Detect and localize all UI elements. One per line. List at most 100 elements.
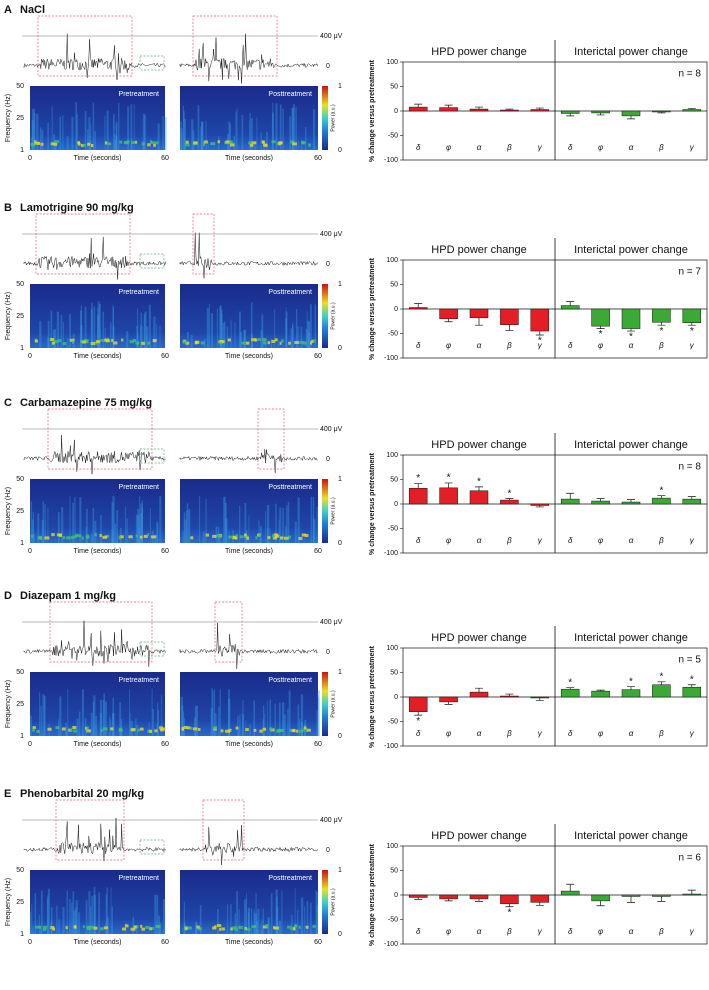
spectrogram-streak [157, 709, 160, 736]
spectrogram-streak [99, 713, 102, 736]
spectrogram-hot [34, 140, 37, 144]
spectrogram-streak [213, 689, 216, 736]
spectrogram-hot [276, 142, 279, 146]
spectrogram-hot [35, 925, 40, 929]
colorbar [322, 672, 328, 736]
colorbar-title: Power (a.u.) [330, 690, 336, 718]
spectrogram-hot [271, 339, 276, 343]
spectrogram-streak [316, 892, 318, 934]
spectrogram-streak [230, 319, 232, 348]
spectrogram-hot [262, 338, 267, 342]
eeg-trace [179, 33, 318, 84]
spectrogram-hot [90, 925, 95, 929]
spectrogram-hot [261, 140, 265, 144]
spectrogram-streak [185, 510, 188, 543]
y-axis-title: % change versus pretreatment [369, 843, 376, 946]
error-bar [444, 701, 453, 705]
spectrogram-streak [308, 321, 311, 348]
y-tick-label: -100 [384, 157, 398, 164]
x-tick-label: 60 [314, 155, 322, 162]
spectrogram-hot [140, 924, 143, 928]
annotation: n = 5 [678, 655, 701, 666]
spectrogram-streak [188, 508, 191, 543]
category-label: α [477, 729, 482, 738]
spectrogram-streak [137, 515, 140, 543]
spectrogram-hot [298, 536, 303, 540]
category-label: φ [446, 536, 451, 545]
category-label: α [477, 143, 482, 152]
y-tick-label: -50 [388, 132, 398, 139]
spectrogram-hot [118, 536, 122, 540]
spectrogram-streak [126, 518, 128, 543]
spectrogram-hot [220, 729, 224, 733]
spectrogram-hot [95, 340, 101, 344]
y-tick-label: -50 [388, 718, 398, 725]
spectrogram-streak [144, 114, 146, 150]
spectrogram-streak [139, 513, 142, 543]
spectrogram [30, 479, 165, 543]
spectrogram-streak [131, 138, 133, 150]
error-bar [627, 328, 635, 332]
eeg-trace [23, 236, 166, 280]
bar [560, 498, 580, 505]
spectrogram-streak [116, 510, 118, 543]
spectrogram [30, 870, 165, 934]
spectrogram-streak [183, 901, 185, 934]
spectrogram-streak [306, 901, 309, 934]
colorbar-tick: 1 [338, 867, 342, 874]
spectrogram-hot [50, 338, 55, 342]
spectrogram-streak [233, 135, 235, 150]
spectrogram-hot [195, 341, 199, 345]
spectrogram-streak [266, 700, 268, 736]
spectrogram-streak [205, 499, 207, 543]
error-bar [535, 505, 544, 508]
error-bar [566, 687, 575, 690]
spectrogram [30, 86, 165, 150]
spectrogram-streak [188, 510, 190, 543]
significance: * [659, 671, 663, 682]
spectrogram-streak [220, 309, 223, 348]
spectrogram-streak [255, 893, 257, 934]
spectrogram-streak [152, 709, 154, 736]
spectrogram-hot [78, 142, 81, 146]
spectrogram-streak [192, 130, 195, 150]
series-name: HPD power change [431, 830, 526, 842]
spectrogram-streak [65, 722, 67, 736]
spectrogram-hot [202, 143, 206, 147]
spectrogram-hot [129, 340, 134, 344]
spectrogram-streak [316, 506, 318, 543]
trace-scale: 400 μV [320, 817, 343, 824]
error-bar [566, 883, 575, 892]
spectrogram-hot [53, 340, 58, 344]
spectrogram-streak [289, 116, 292, 150]
y-tick-label: -50 [388, 916, 398, 923]
spectrogram-streak [33, 112, 36, 150]
spectrogram-streak [31, 519, 34, 543]
spectrogram-hot [34, 141, 40, 145]
spectrogram-hot [228, 140, 233, 144]
spectrogram-streak [157, 702, 159, 736]
spectrogram-hot [267, 536, 271, 540]
spectrogram-streak [290, 328, 293, 348]
spectrogram-hot [184, 927, 188, 931]
interictal-box [139, 55, 165, 71]
spectrogram [180, 86, 318, 150]
spectrogram-streak [186, 503, 189, 543]
colorbar-title: Power (a.u.) [330, 497, 336, 525]
spectrogram-hot [99, 533, 102, 537]
spectrogram-hot [197, 727, 201, 731]
spectrogram-hot [212, 534, 217, 538]
spectrogram-streak [259, 532, 261, 543]
spectrogram-streak [36, 113, 39, 150]
y-tick-label: 50 [16, 867, 24, 874]
spectrogram-hot [77, 534, 82, 538]
spectrogram-streak [201, 121, 203, 150]
spectrogram-streak [94, 130, 96, 150]
spectrogram-hot [86, 534, 90, 538]
spectrogram-hot [274, 926, 280, 930]
spectrogram-streak [186, 332, 189, 348]
bar [408, 488, 428, 505]
spectrogram-streak [69, 925, 71, 934]
x-tick-label: 60 [161, 741, 169, 748]
spectrogram-streak [164, 117, 167, 150]
